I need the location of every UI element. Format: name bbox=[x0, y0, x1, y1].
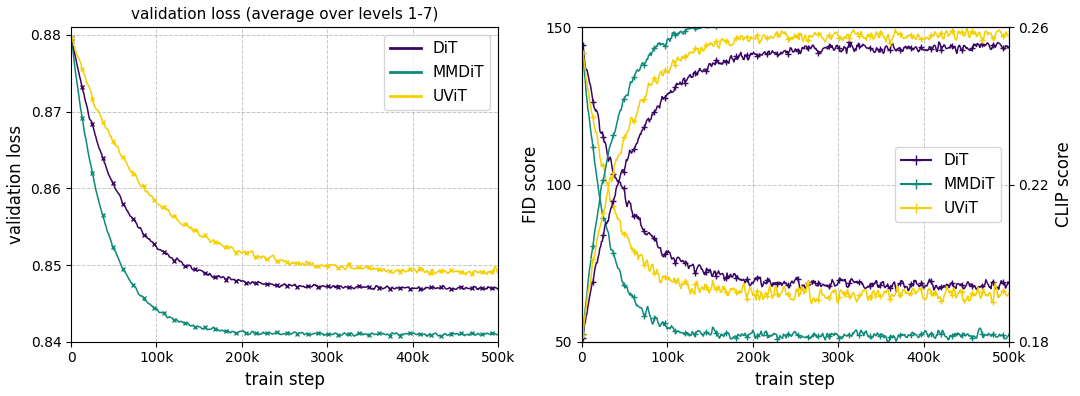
MMDiT bbox=[268, 331, 281, 336]
Line: DiT: DiT bbox=[580, 42, 1012, 295]
Line: UViT: UViT bbox=[580, 50, 1012, 307]
MMDiT bbox=[781, 332, 794, 337]
UViT bbox=[319, 263, 332, 268]
UViT bbox=[66, 35, 79, 40]
UViT bbox=[927, 293, 940, 298]
DiT bbox=[319, 284, 332, 289]
UViT bbox=[993, 295, 1005, 299]
UViT bbox=[808, 296, 821, 301]
Line: MMDiT: MMDiT bbox=[580, 50, 1012, 346]
DiT bbox=[927, 283, 940, 287]
X-axis label: train step: train step bbox=[756, 371, 835, 389]
MMDiT bbox=[66, 38, 79, 43]
X-axis label: train step: train step bbox=[245, 371, 324, 389]
UViT bbox=[781, 292, 794, 297]
MMDiT bbox=[927, 332, 940, 337]
DiT bbox=[296, 284, 309, 289]
MMDiT bbox=[296, 330, 309, 335]
MMDiT bbox=[491, 332, 504, 337]
DiT bbox=[1002, 281, 1015, 286]
Legend: DiT, MMDiT, UViT: DiT, MMDiT, UViT bbox=[894, 147, 1001, 222]
DiT bbox=[807, 278, 820, 283]
Y-axis label: FID score: FID score bbox=[523, 146, 540, 223]
UViT bbox=[483, 270, 496, 274]
DiT bbox=[483, 285, 496, 290]
MMDiT bbox=[415, 332, 428, 337]
MMDiT bbox=[881, 341, 894, 345]
MMDiT bbox=[779, 333, 792, 338]
UViT bbox=[296, 261, 309, 265]
DiT bbox=[66, 35, 79, 40]
DiT bbox=[779, 281, 792, 286]
MMDiT bbox=[807, 334, 820, 339]
UViT bbox=[577, 51, 590, 56]
Y-axis label: validation loss: validation loss bbox=[6, 125, 25, 244]
UViT bbox=[270, 259, 283, 264]
MMDiT bbox=[270, 330, 283, 335]
UViT bbox=[1002, 291, 1015, 296]
MMDiT bbox=[421, 334, 434, 339]
UViT bbox=[806, 301, 819, 306]
DiT bbox=[491, 287, 504, 291]
Title: validation loss (average over levels 1-7): validation loss (average over levels 1-7… bbox=[131, 7, 438, 22]
MMDiT bbox=[483, 331, 496, 336]
Legend: DiT, MMDiT, UViT: DiT, MMDiT, UViT bbox=[383, 35, 490, 110]
UViT bbox=[831, 300, 843, 305]
DiT bbox=[577, 42, 590, 47]
Line: UViT: UViT bbox=[70, 36, 500, 277]
UViT bbox=[491, 271, 504, 276]
Y-axis label: CLIP score: CLIP score bbox=[1055, 142, 1074, 227]
MMDiT bbox=[577, 51, 590, 56]
DiT bbox=[417, 287, 430, 292]
UViT bbox=[423, 272, 436, 277]
MMDiT bbox=[1002, 332, 1015, 337]
DiT bbox=[270, 283, 283, 287]
DiT bbox=[993, 283, 1005, 288]
Line: MMDiT: MMDiT bbox=[70, 39, 500, 339]
DiT bbox=[781, 283, 794, 287]
UViT bbox=[779, 286, 792, 291]
Line: DiT: DiT bbox=[70, 36, 500, 292]
DiT bbox=[268, 283, 281, 288]
DiT bbox=[829, 283, 842, 287]
MMDiT bbox=[993, 332, 1005, 337]
DiT bbox=[415, 286, 428, 291]
UViT bbox=[268, 255, 281, 260]
MMDiT bbox=[319, 333, 332, 337]
DiT bbox=[890, 289, 903, 294]
UViT bbox=[415, 266, 428, 270]
MMDiT bbox=[829, 331, 842, 336]
